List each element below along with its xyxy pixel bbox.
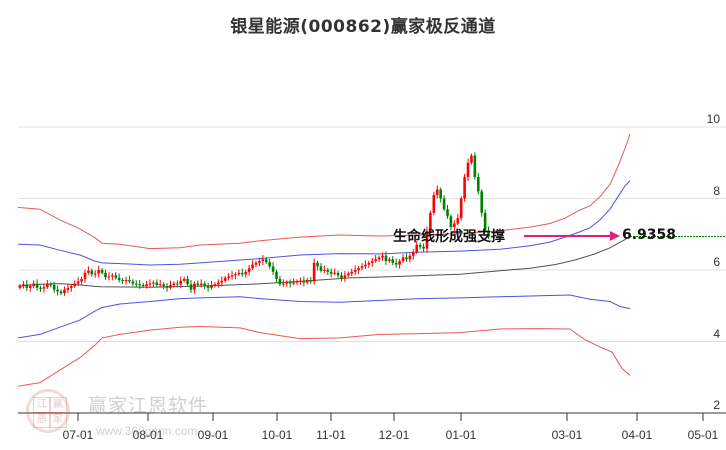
gridlines (18, 126, 726, 342)
chart-title: 银星能源(000862)赢家极反通道 (230, 17, 496, 37)
y-tick-label: 10 (706, 112, 720, 126)
support-value: 6.9358 (622, 227, 677, 243)
x-axis (18, 412, 726, 421)
x-tick-label: 09-01 (197, 428, 229, 442)
support-annotation: 生命线形成强支撑 (393, 229, 505, 245)
x-tick-label: 03-01 (551, 428, 583, 442)
x-tick-label: 08-01 (132, 428, 164, 442)
x-tick-label: 12-01 (378, 428, 410, 442)
watermark-logo-char: 江 (33, 397, 51, 413)
watermark-logo: 江 赢 恩 家 (26, 389, 70, 433)
x-tick-label: 11-01 (316, 428, 346, 442)
x-tick-label: 07-01 (62, 428, 94, 442)
channel-bands (17, 133, 631, 387)
candlesticks (18, 152, 490, 296)
x-tick-label: 01-01 (445, 428, 477, 442)
x-tick-label: 05-01 (687, 428, 719, 442)
y-tick-label: 8 (713, 183, 720, 198)
support-line (524, 231, 726, 241)
watermark-url: www.360gann.com (96, 424, 198, 438)
watermark-text: 赢家江恩软件 (88, 395, 209, 417)
x-tick-label: 04-01 (621, 428, 653, 442)
watermark-logo-char: 家 (49, 412, 67, 428)
watermark-logo-char: 赢 (49, 397, 67, 413)
x-tick-label: 10-01 (261, 428, 293, 442)
y-tick-label: 4 (713, 326, 720, 341)
y-tick-label: 2 (713, 398, 720, 412)
watermark-logo-char: 恩 (33, 412, 51, 428)
y-tick-label: 6 (713, 255, 720, 269)
